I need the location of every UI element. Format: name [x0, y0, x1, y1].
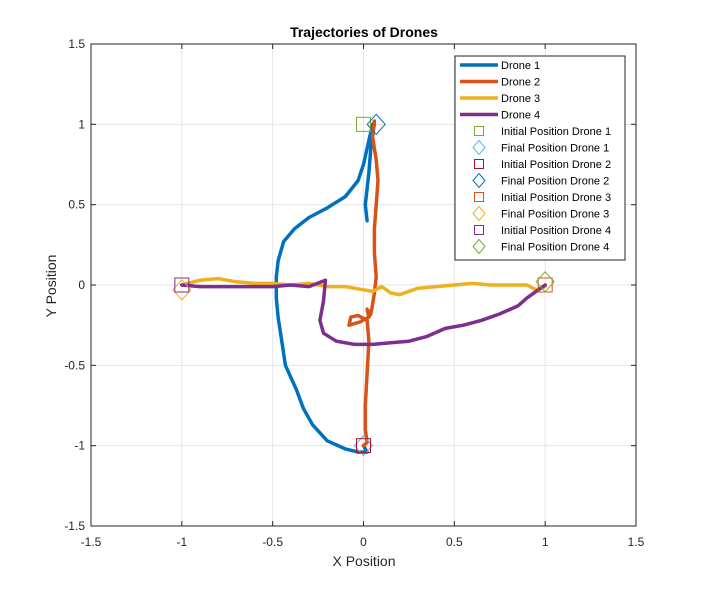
x-tick-label: -1.5	[81, 535, 102, 549]
axis-ticks: -1.5 -1 -0.5 0 0.5 1 1.5 -1.5 -1 -0.5 0 0.5 1 1.5	[64, 37, 644, 549]
series-line-drone-3	[180, 276, 547, 297]
legend-square-marker	[474, 225, 484, 235]
legend-square-marker	[474, 192, 484, 202]
marker-diamond-8	[535, 271, 555, 293]
marker-diamond-6	[172, 279, 192, 301]
position-markers	[172, 113, 555, 457]
legend-entry-label: Initial Position Drone 3	[501, 192, 611, 204]
legend-entry-label: Final Position Drone 2	[501, 176, 609, 188]
legend-entry-label: Initial Position Drone 2	[501, 159, 611, 171]
series-line-drone-2	[347, 119, 380, 448]
marker-square-7	[174, 277, 190, 293]
chart-title: Trajectories of Drones	[290, 24, 438, 40]
legend-entry-label: Drone 3	[501, 93, 540, 105]
legend-diamond-marker	[472, 238, 486, 255]
y-tick-label: 0.5	[68, 198, 85, 212]
marker-square-1	[356, 116, 371, 132]
legend-entry-label: Final Position Drone 1	[501, 143, 609, 155]
x-axis-label: X Position	[332, 553, 395, 569]
series-line-drone-4	[180, 278, 547, 347]
marker-square-3	[356, 438, 371, 454]
x-tick-label: 0.5	[446, 535, 463, 549]
legend-entry-label: Drone 4	[501, 110, 540, 122]
legend-entry-label: Initial Position Drone 4	[501, 225, 611, 237]
x-tick-label: -0.5	[262, 535, 283, 549]
x-tick-label: 0	[360, 535, 367, 549]
legend-entry-label: Final Position Drone 3	[501, 209, 609, 221]
x-tick-label: 1	[542, 535, 549, 549]
legend-diamond-marker	[472, 205, 486, 222]
legend-entry-label: Drone 1	[501, 60, 540, 72]
x-tick-label: 1.5	[628, 535, 645, 549]
y-tick-label: -1.5	[64, 519, 85, 533]
legend-square-marker	[474, 159, 484, 169]
legend: Drone 1 Drone 2 Drone 3 Drone 4 Initial Posi…	[454, 55, 626, 261]
series-lines	[180, 119, 547, 454]
y-tick-label: 0	[78, 278, 85, 292]
y-tick-label: 1.5	[68, 37, 85, 51]
x-tick-label: -1	[176, 535, 187, 549]
legend-diamond-marker	[472, 139, 486, 156]
marker-diamond-4	[366, 113, 386, 136]
y-axis-label: Y Position	[43, 255, 59, 318]
legend-entry-label: Final Position Drone 4	[501, 242, 609, 254]
y-tick-label: -1	[74, 439, 85, 453]
y-tick-label: -0.5	[64, 358, 85, 372]
legend-diamond-marker	[472, 172, 486, 189]
legend-entry-label: Drone 2	[501, 77, 540, 89]
marker-diamond-2	[353, 434, 374, 457]
legend-square-marker	[474, 126, 484, 136]
legend-entry-label: Initial Position Drone 1	[501, 126, 611, 138]
y-tick-label: 1	[78, 117, 85, 131]
